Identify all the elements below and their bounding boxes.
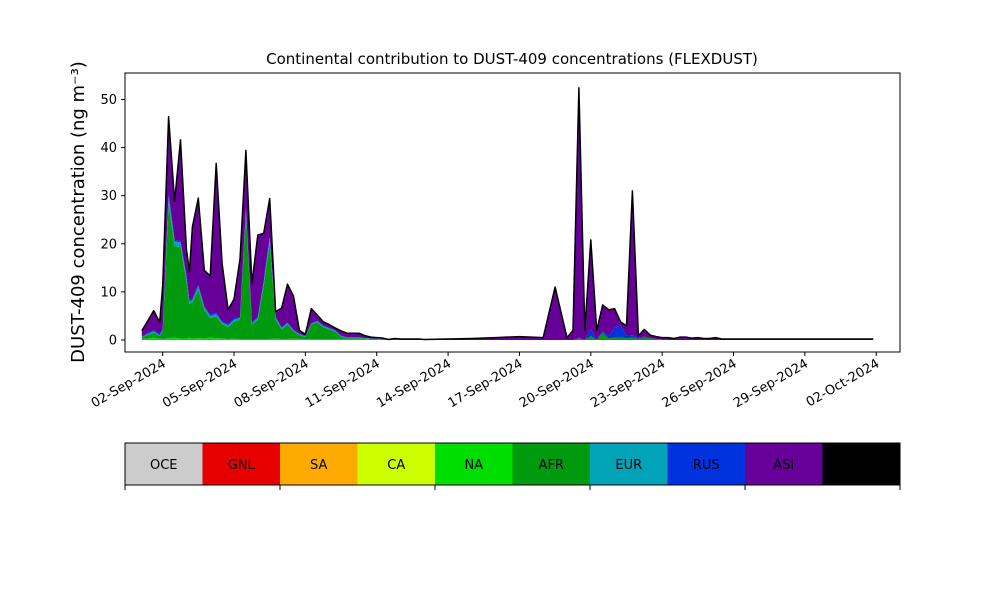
legend-label: ASI xyxy=(773,458,794,473)
chart-title: Continental contribution to DUST-409 con… xyxy=(266,50,758,68)
legend-label: CA xyxy=(387,458,405,473)
legend-swatch xyxy=(822,443,901,485)
legend-swatch xyxy=(512,443,591,485)
legend-swatch xyxy=(745,443,823,485)
y-axis: 0 10 20 30 40 50 xyxy=(100,93,125,348)
y-tick-label: 40 xyxy=(100,141,117,156)
legend-swatch xyxy=(202,443,281,485)
legend-label: AUS xyxy=(848,458,875,473)
x-tick-label: 02-Sep-2024 xyxy=(89,356,169,411)
legend-swatch xyxy=(590,443,668,485)
legend-swatch xyxy=(435,443,513,485)
plot-frame xyxy=(124,72,901,353)
stacked-areas xyxy=(141,87,874,341)
legend-swatch xyxy=(125,443,203,485)
y-tick-label: 0 xyxy=(109,333,117,348)
legend-label: AFR xyxy=(539,458,564,473)
area-na xyxy=(141,337,874,340)
area-afr xyxy=(141,203,874,340)
area-asi xyxy=(141,87,874,341)
legend-swatch xyxy=(357,443,436,485)
legend-label: EUR xyxy=(615,458,642,473)
x-tick-label: 05-Sep-2024 xyxy=(160,356,240,411)
y-tick-label: 50 xyxy=(100,93,117,108)
legend-label: GNL xyxy=(228,458,256,473)
region-colorbar-legend: OCE GNL SA CA NA AFR EUR RUS ASI AUS xyxy=(124,442,901,490)
y-tick-label: 20 xyxy=(100,237,117,252)
legend-label: RUS xyxy=(693,458,720,473)
y-tick-label: 10 xyxy=(100,285,117,300)
x-tick-label: 08-Sep-2024 xyxy=(232,356,312,411)
x-tick-label: 29-Sep-2024 xyxy=(731,356,811,411)
x-axis: 02-Sep-202405-Sep-202408-Sep-202411-Sep-… xyxy=(89,352,882,411)
legend-label: OCE xyxy=(150,458,178,473)
x-tick-label: 17-Sep-2024 xyxy=(446,356,526,411)
x-tick-label: 20-Sep-2024 xyxy=(517,356,597,411)
x-tick-label: 23-Sep-2024 xyxy=(588,356,668,411)
x-tick-label: 14-Sep-2024 xyxy=(374,356,454,411)
legend-label: SA xyxy=(310,458,327,473)
y-tick-label: 30 xyxy=(100,189,117,204)
legend-swatch xyxy=(667,443,746,485)
x-tick-label: 02-Oct-2024 xyxy=(804,356,882,410)
legend-label: NA xyxy=(464,458,483,473)
legend-frame xyxy=(124,442,901,486)
y-axis-label: DUST-409 concentration (ng m⁻³) xyxy=(68,61,89,363)
total-outline xyxy=(141,87,874,341)
x-tick-label: 11-Sep-2024 xyxy=(303,356,383,411)
legend-swatch xyxy=(280,443,358,485)
x-tick-label: 26-Sep-2024 xyxy=(660,356,740,411)
